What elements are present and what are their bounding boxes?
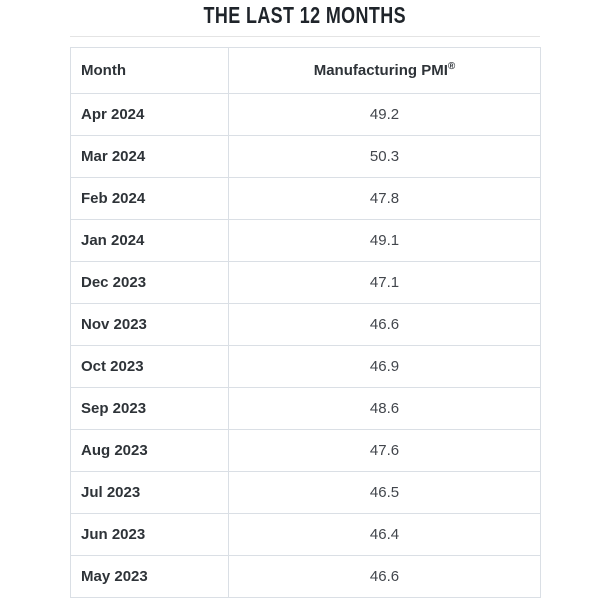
pmi-value-cell: 46.9 <box>228 345 541 388</box>
pmi-value-cell: 47.1 <box>228 261 541 304</box>
month-cell: Aug 2023 <box>70 429 229 472</box>
pmi-value-cell: 46.4 <box>228 513 541 556</box>
table-row: Jul 2023 46.5 <box>70 471 541 514</box>
table-row: Jun 2023 46.4 <box>70 513 541 556</box>
top-divider <box>70 36 540 37</box>
table-header-month: Month <box>70 47 229 94</box>
page-title: THE LAST 12 MONTHS <box>203 2 407 28</box>
month-cell: Sep 2023 <box>70 387 229 430</box>
pmi-value-cell: 46.6 <box>228 303 541 346</box>
table-row: Feb 2024 47.8 <box>70 177 541 220</box>
month-cell: Apr 2024 <box>70 93 229 136</box>
month-cell: Mar 2024 <box>70 135 229 178</box>
table-row: Nov 2023 46.6 <box>70 303 541 346</box>
table-row: Jan 2024 49.1 <box>70 219 541 262</box>
month-cell: Jul 2023 <box>70 471 229 514</box>
month-cell: Nov 2023 <box>70 303 229 346</box>
table-header-pmi: Manufacturing PMI® <box>228 47 541 94</box>
pmi-value-cell: 46.6 <box>228 555 541 598</box>
pmi-value-cell: 46.5 <box>228 471 541 514</box>
month-cell: May 2023 <box>70 555 229 598</box>
page-header: THE LAST 12 MONTHS <box>0 0 610 29</box>
table-row: Dec 2023 47.1 <box>70 261 541 304</box>
table-row: Apr 2024 49.2 <box>70 93 541 136</box>
pmi-value-cell: 50.3 <box>228 135 541 178</box>
table-header-row: Month Manufacturing PMI® <box>70 47 541 94</box>
month-cell: Jun 2023 <box>70 513 229 556</box>
month-cell: Jan 2024 <box>70 219 229 262</box>
month-cell: Oct 2023 <box>70 345 229 388</box>
month-cell: Feb 2024 <box>70 177 229 220</box>
table-row: Oct 2023 46.9 <box>70 345 541 388</box>
registered-trademark-symbol: ® <box>447 61 456 72</box>
pmi-header-label: Manufacturing PMI <box>313 62 448 79</box>
pmi-table: Month Manufacturing PMI® Apr 2024 49.2 M… <box>70 47 541 598</box>
table-row: May 2023 46.6 <box>70 555 541 598</box>
pmi-value-cell: 49.1 <box>228 219 541 262</box>
pmi-value-cell: 48.6 <box>228 387 541 430</box>
pmi-value-cell: 47.8 <box>228 177 541 220</box>
pmi-value-cell: 49.2 <box>228 93 541 136</box>
table-row: Sep 2023 48.6 <box>70 387 541 430</box>
pmi-value-cell: 47.6 <box>228 429 541 472</box>
table-row: Aug 2023 47.6 <box>70 429 541 472</box>
month-cell: Dec 2023 <box>70 261 229 304</box>
table-row: Mar 2024 50.3 <box>70 135 541 178</box>
